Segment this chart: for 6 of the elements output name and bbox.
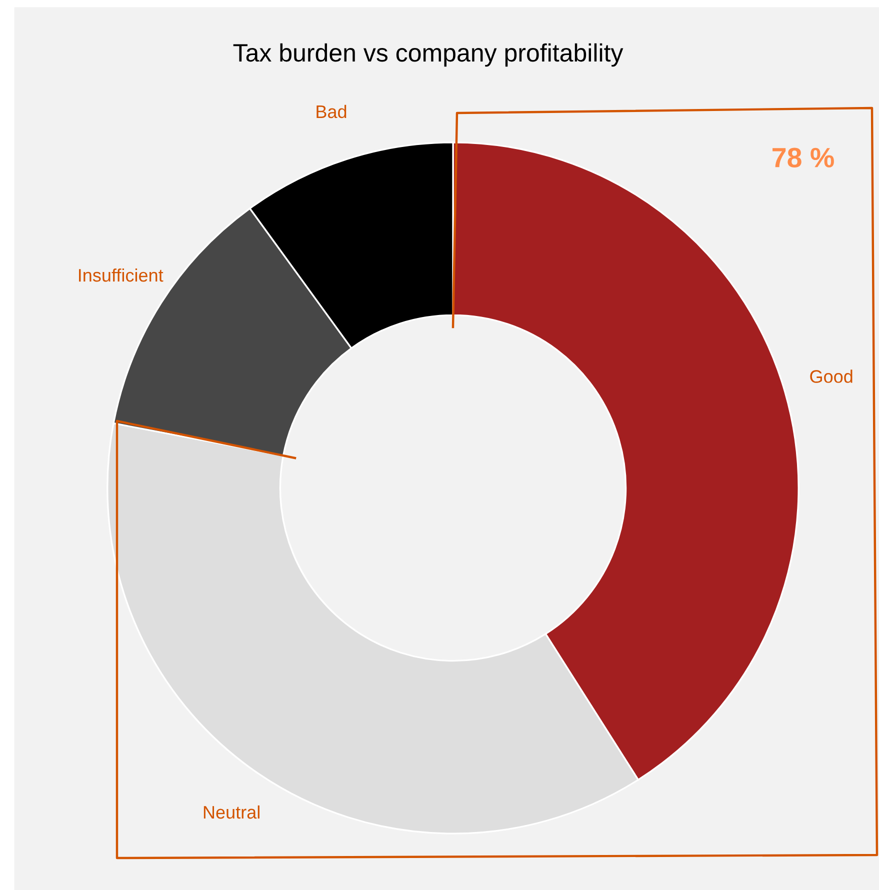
slice-label: Bad	[316, 104, 346, 118]
slice-label: Neutral	[204, 805, 260, 819]
text: 78 %	[772, 148, 834, 168]
chart-title: Tax burden vs company profitability	[233, 43, 624, 67]
slice-label: Good	[810, 370, 852, 383]
slice-label: Insufficient	[79, 268, 164, 282]
